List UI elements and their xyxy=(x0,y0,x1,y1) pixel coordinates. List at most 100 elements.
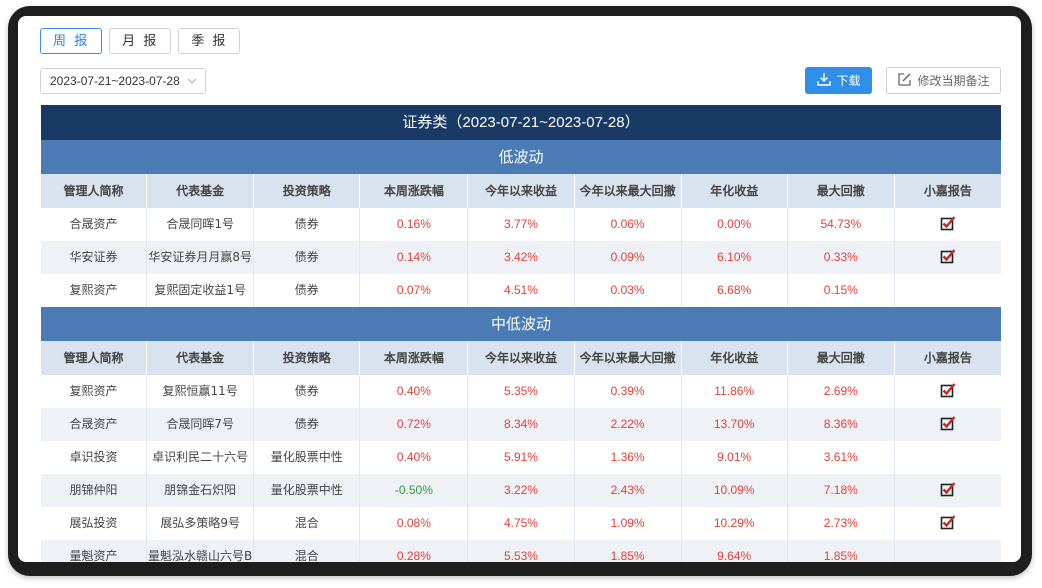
col-ytd-max-drawdown-cell: 1.85% xyxy=(575,540,682,562)
col-ytd-max-drawdown-cell: 0.03% xyxy=(575,274,682,307)
download-button[interactable]: 下载 xyxy=(805,67,872,94)
col-ytd-return-cell: 5.35% xyxy=(468,375,575,408)
col-week-change-cell: 0.07% xyxy=(360,274,469,307)
col-report-cell xyxy=(895,274,1001,307)
col-manager-cell: 卓识投资 xyxy=(41,441,148,474)
col-strategy-cell: 混合 xyxy=(254,540,361,562)
download-label: 下载 xyxy=(836,74,861,88)
table-row[interactable]: 量魁资产 量魁泓水赣山六号B 混合 0.28% 5.53% 1.85% 9.64% 1.85% xyxy=(41,540,1001,562)
col-max-drawdown-cell: 54.73% xyxy=(788,208,895,241)
col-annualized-cell: 11.86% xyxy=(682,375,788,408)
report-checkbox-icon[interactable] xyxy=(940,481,956,497)
col-week-change-cell: -0.50% xyxy=(360,474,469,507)
col-manager-cell: 展弘投资 xyxy=(41,507,148,540)
table-row[interactable]: 复熙资产 复熙恒赢11号 债券 0.40% 5.35% 0.39% 11.86% 2.69% xyxy=(41,375,1001,408)
col-report-cell[interactable] xyxy=(895,241,1001,274)
table-row[interactable]: 展弘投资 展弘多策略9号 混合 0.08% 4.75% 1.09% 10.29% 2.73% xyxy=(41,507,1001,540)
column-header-max-drawdown[interactable]: 最大回撤 xyxy=(788,174,895,208)
column-header-week-change[interactable]: 本周涨跌幅 xyxy=(360,341,469,375)
col-manager-cell: 复熙资产 xyxy=(41,375,148,408)
col-annualized-cell: 6.68% xyxy=(682,274,788,307)
col-max-drawdown-cell: 3.61% xyxy=(788,441,895,474)
col-max-drawdown-cell: 7.18% xyxy=(788,474,895,507)
fund-table: 证券类（2023-07-21~2023-07-28） 低波动 管理人简称 代表基金投… xyxy=(41,105,1001,562)
column-header-report[interactable]: 小嘉报告 xyxy=(923,351,972,365)
col-report-cell[interactable] xyxy=(895,507,1001,540)
col-strategy-cell: 混合 xyxy=(254,507,361,540)
col-fund-cell: 华安证券月月赢8号 xyxy=(147,241,255,274)
col-ytd-return-cell: 4.51% xyxy=(468,274,575,307)
table-row[interactable]: 合晟资产 合晟同晖7号 债券 0.72% 8.34% 2.22% 13.70% 8.36% xyxy=(41,408,1001,441)
col-max-drawdown-cell: 8.36% xyxy=(788,408,895,441)
column-header-annualized[interactable]: 年化收益 xyxy=(682,174,788,208)
col-report-cell[interactable] xyxy=(895,375,1001,408)
col-week-change-cell: 0.72% xyxy=(360,408,469,441)
col-ytd-max-drawdown-cell: 0.39% xyxy=(575,375,682,408)
table-row[interactable]: 华安证券 华安证券月月赢8号 债券 0.14% 3.42% 0.09% 6.10% 0.33% xyxy=(41,241,1001,274)
col-report-cell[interactable] xyxy=(895,408,1001,441)
col-max-drawdown-cell: 2.73% xyxy=(788,507,895,540)
col-ytd-return-cell: 4.75% xyxy=(468,507,575,540)
col-strategy-cell: 债券 xyxy=(254,408,361,441)
column-header-strategy[interactable]: 投资策略 xyxy=(254,341,361,375)
col-ytd-return-cell: 3.42% xyxy=(468,241,575,274)
table-row[interactable]: 合晟资产 合晟同晖1号 债券 0.16% 3.77% 0.06% 0.00% 54.73% xyxy=(41,208,1001,241)
col-max-drawdown-cell: 2.69% xyxy=(788,375,895,408)
col-max-drawdown-cell: 0.33% xyxy=(788,241,895,274)
report-checkbox-icon[interactable] xyxy=(940,248,956,264)
col-annualized-cell: 10.29% xyxy=(682,507,788,540)
column-header-manager[interactable]: 管理人简称 xyxy=(41,174,148,208)
column-header-ytd-return[interactable]: 今年以来收益 xyxy=(468,174,575,208)
edit-icon xyxy=(897,72,912,90)
col-strategy-cell: 债券 xyxy=(254,375,361,408)
col-annualized-cell: 9.64% xyxy=(682,540,788,562)
column-header-annualized[interactable]: 年化收益 xyxy=(682,341,788,375)
col-report-cell xyxy=(895,441,1001,474)
column-header-fund[interactable]: 代表基金 xyxy=(147,174,255,208)
chevron-down-icon xyxy=(187,69,197,103)
col-annualized-cell: 6.10% xyxy=(682,241,788,274)
col-max-drawdown-cell: 1.85% xyxy=(788,540,895,562)
edit-note-button[interactable]: 修改当期备注 xyxy=(886,67,1001,94)
download-icon xyxy=(816,71,832,90)
header-row: 管理人简称 代表基金 投资策略 本周涨跌幅 今年以来收益 今年以来最大回撤 年化收益 最大回撤… xyxy=(41,341,1001,375)
col-ytd-return-cell: 5.91% xyxy=(468,441,575,474)
column-header-ytd-return[interactable]: 今年以来收益 xyxy=(468,341,575,375)
column-header-fund[interactable]: 代表基金 xyxy=(147,341,255,375)
col-ytd-return-cell: 3.77% xyxy=(468,208,575,241)
table-row[interactable]: 卓识投资 卓识利民二十六号 量化股票中性 0.40% 5.91% 1.36% 9.01% 3.… xyxy=(41,441,1001,474)
table-row[interactable]: 复熙资产 复熙固定收益1号 债券 0.07% 4.51% 0.03% 6.68% 0.15% xyxy=(41,274,1001,307)
report-checkbox-icon[interactable] xyxy=(940,215,956,231)
column-header-report[interactable]: 小嘉报告 xyxy=(923,184,972,198)
col-annualized-cell: 13.70% xyxy=(682,408,788,441)
tab-quarterly[interactable]: 季 报 xyxy=(178,28,241,54)
col-ytd-max-drawdown-cell: 2.22% xyxy=(575,408,682,441)
col-report-cell[interactable] xyxy=(895,208,1001,241)
column-header-max-drawdown[interactable]: 最大回撤 xyxy=(788,341,895,375)
col-week-change-cell: 0.28% xyxy=(360,540,469,562)
col-strategy-cell: 债券 xyxy=(254,274,361,307)
column-header-manager[interactable]: 管理人简称 xyxy=(41,341,148,375)
col-strategy-cell: 债券 xyxy=(254,208,361,241)
tab-weekly[interactable]: 周 报 xyxy=(40,28,103,54)
column-header-week-change[interactable]: 本周涨跌幅 xyxy=(360,174,469,208)
col-strategy-cell: 债券 xyxy=(254,241,361,274)
date-range-value: 2023-07-21~2023-07-28 xyxy=(50,74,180,88)
col-report-cell xyxy=(895,540,1001,562)
tab-monthly[interactable]: 月 报 xyxy=(109,28,172,54)
report-checkbox-icon[interactable] xyxy=(940,514,956,530)
date-range-select[interactable]: 2023-07-21~2023-07-28 xyxy=(40,68,206,94)
column-header-ytd-max-drawdown[interactable]: 今年以来最大回撤 xyxy=(575,341,682,375)
column-header-strategy[interactable]: 投资策略 xyxy=(254,174,361,208)
col-fund-cell: 量魁泓水赣山六号B xyxy=(147,540,255,562)
column-header-ytd-max-drawdown[interactable]: 今年以来最大回撤 xyxy=(575,174,682,208)
col-fund-cell: 复熙恒赢11号 xyxy=(147,375,255,408)
col-manager-cell: 合晟资产 xyxy=(41,408,148,441)
table-row[interactable]: 朋锦仲阳 朋锦金石炽阳 量化股票中性 -0.50% 3.22% 2.43% 10.09% 7.… xyxy=(41,474,1001,507)
col-strategy-cell: 量化股票中性 xyxy=(254,474,361,507)
col-report-cell[interactable] xyxy=(895,474,1001,507)
report-checkbox-icon[interactable] xyxy=(940,382,956,398)
report-checkbox-icon[interactable] xyxy=(940,415,956,431)
header-row: 管理人简称 代表基金 投资策略 本周涨跌幅 今年以来收益 今年以来最大回撤 年化收益 最大回撤… xyxy=(41,174,1001,208)
